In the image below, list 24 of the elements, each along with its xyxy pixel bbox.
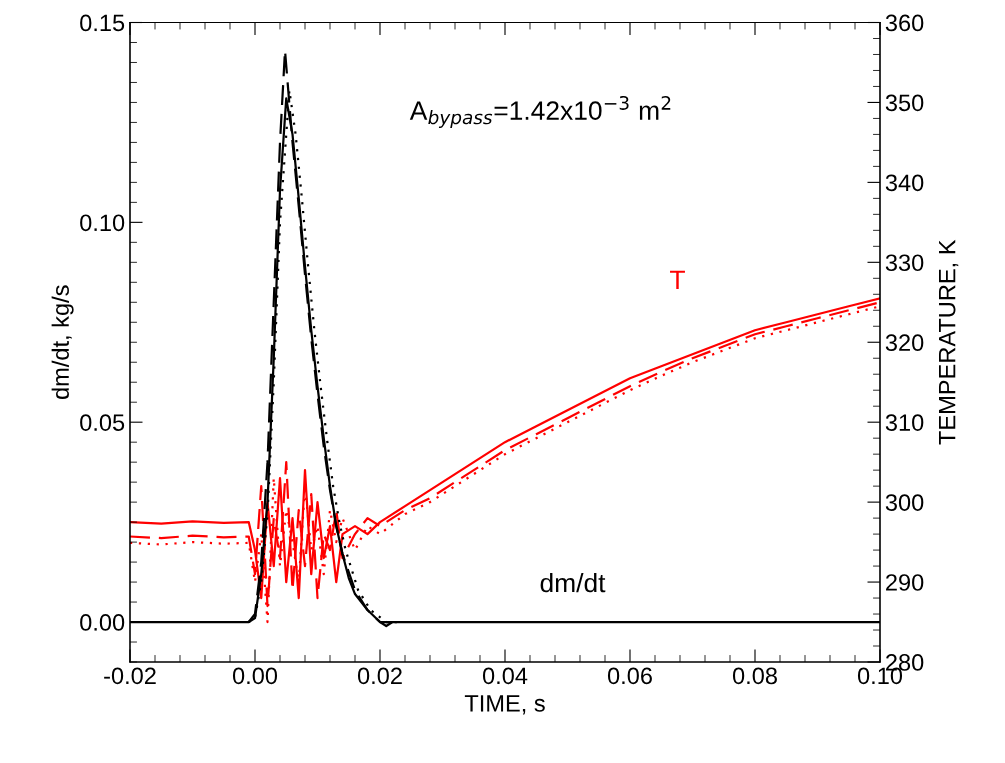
x-tick-label: 0.02: [357, 667, 402, 685]
x-tick-label: 0.08: [732, 667, 777, 685]
y2-axis-title: TEMPERATURE, K: [939, 239, 959, 445]
y-tick-label: 0.05: [80, 414, 125, 431]
annotation: T: [670, 270, 685, 289]
y2-tick-label: 340: [885, 174, 924, 192]
x-tick-label: 0.06: [607, 667, 652, 685]
y-tick-label: 0.10: [80, 214, 125, 232]
x-tick-label: 0.00: [232, 667, 278, 685]
y2-tick-label: 290: [886, 574, 924, 591]
annotation: dm/dt: [540, 572, 606, 593]
annotation: A$_{bypass}$=1.42x10$^{−3}$ m$^{2}$: [409, 95, 671, 128]
y-tick-label: 0.15: [80, 14, 125, 32]
y2-tick-label: 360: [885, 14, 924, 32]
y2-tick-label: 300: [885, 494, 924, 511]
x-axis-title: TIME, s: [464, 695, 545, 715]
y-axis-title: dm/dt, kg/s: [51, 285, 74, 399]
y-tick-label: 0.00: [80, 614, 125, 631]
y2-tick-label: 310: [885, 414, 924, 431]
x-tick-label: -0.02: [104, 667, 156, 685]
y2-tick-label: 320: [885, 334, 924, 352]
y2-tick-label: 350: [885, 94, 924, 112]
x-tick-label: 0.04: [482, 667, 528, 685]
y2-tick-label: 330: [885, 254, 924, 272]
